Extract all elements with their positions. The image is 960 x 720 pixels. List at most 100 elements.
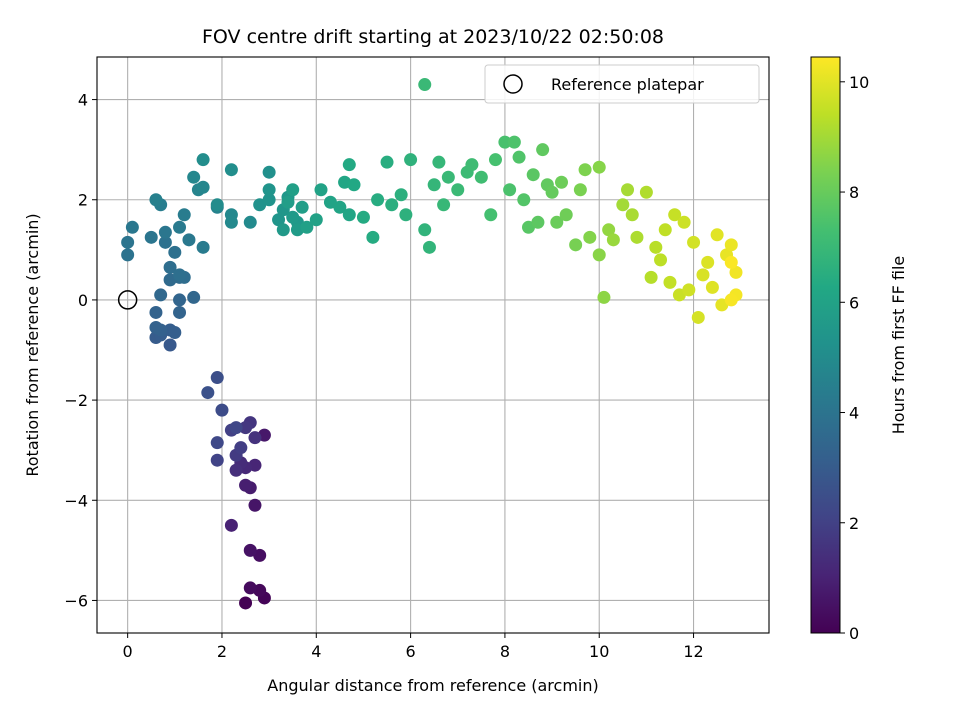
scatter-point (705, 280, 719, 294)
x-tick-label: 0 (123, 642, 133, 661)
scatter-point (545, 185, 559, 199)
y-tick-label: 2 (78, 191, 88, 210)
scatter-point (526, 168, 540, 182)
scatter-point (701, 255, 715, 269)
scatter-point (616, 198, 630, 212)
scatter-point (356, 210, 370, 224)
colorbar-tick-label: 4 (849, 404, 859, 423)
scatter-point (163, 338, 177, 352)
scatter-point (239, 478, 253, 492)
scatter-point (555, 175, 569, 189)
scatter-point (239, 596, 253, 610)
scatter-point (366, 230, 380, 244)
scatter-point (710, 228, 724, 242)
scatter-point (248, 431, 262, 445)
scatter-point (248, 498, 262, 512)
scatter-point (630, 230, 644, 244)
scatter-point (418, 78, 432, 92)
scatter-point (488, 153, 502, 167)
scatter-point (309, 213, 323, 227)
scatter-point (507, 135, 521, 149)
scatter-point (724, 293, 738, 307)
scatter-point (276, 223, 290, 237)
scatter-point (229, 463, 243, 477)
scatter-point (696, 268, 710, 282)
scatter-point (404, 153, 418, 167)
scatter-point (474, 170, 488, 184)
colorbar-ticks: 0 2 4 6 8 10 (840, 73, 869, 643)
scatter-point (196, 180, 210, 194)
scatter-point (144, 230, 158, 244)
scatter-point (422, 240, 436, 254)
scatter-point (234, 441, 248, 455)
scatter-point (465, 158, 479, 172)
scatter-point (550, 215, 564, 229)
scatter-point (597, 290, 611, 304)
scatter-point (347, 178, 361, 192)
scatter-point (559, 208, 573, 222)
scatter-point (229, 421, 243, 435)
scatter-point (149, 193, 163, 207)
scatter-point (210, 198, 224, 212)
scatter-point (187, 290, 201, 304)
y-tick-label: 0 (78, 291, 88, 310)
colorbar-label: Hours from first FF file (889, 256, 908, 435)
scatter-point (668, 208, 682, 222)
scatter-point (243, 543, 257, 557)
x-tick-label: 2 (217, 642, 227, 661)
colorbar-frame (810, 56, 841, 634)
scatter-point (385, 198, 399, 212)
scatter-point (621, 183, 635, 197)
scatter-point (677, 215, 691, 229)
y-axis-ticks: −6 −4 −2 0 2 4 (64, 91, 97, 610)
x-tick-label: 8 (500, 642, 510, 661)
y-tick-label: −6 (64, 591, 88, 610)
scatter-point (663, 275, 677, 289)
scatter-point (371, 193, 385, 207)
scatter-point (173, 220, 187, 234)
scatter-point (658, 223, 672, 237)
scatter-point (380, 155, 394, 169)
reference-marker (117, 290, 138, 310)
scatter-point (224, 163, 238, 177)
scatter-point (724, 255, 738, 269)
scatter-point (210, 453, 224, 467)
scatter-point (196, 240, 210, 254)
scatter-point (300, 220, 314, 234)
scatter-point (295, 200, 309, 214)
y-tick-label: −2 (64, 391, 88, 410)
scatter-point (224, 518, 238, 532)
scatter-point (573, 183, 587, 197)
scatter-point (286, 210, 300, 224)
scatter-point (639, 185, 653, 199)
colorbar-tick-label: 8 (849, 183, 859, 202)
scatter-point (649, 240, 663, 254)
scatter-point (158, 235, 172, 249)
scatter-point (342, 158, 356, 172)
scatter-point (210, 371, 224, 385)
scatter-point (691, 310, 705, 324)
y-tick-label: −4 (64, 491, 88, 510)
scatter-point (215, 403, 229, 417)
scatter-point (394, 188, 408, 202)
scatter-point (154, 288, 168, 302)
scatter-point (569, 238, 583, 252)
legend: Reference platepar (484, 64, 760, 104)
scatter-point (427, 178, 441, 192)
scatter-point (210, 436, 224, 450)
colorbar-tick-label: 0 (849, 624, 859, 643)
scatter-point (724, 238, 738, 252)
scatter-point (399, 208, 413, 222)
scatter-point (729, 265, 743, 279)
scatter-point (682, 283, 696, 297)
scatter-point (644, 270, 658, 284)
scatter-point (512, 150, 526, 164)
scatter-point (531, 215, 545, 229)
scatter-point (121, 248, 135, 262)
scatter-point (314, 183, 328, 197)
scatter-point (224, 215, 238, 229)
scatter-point (262, 193, 276, 207)
legend-label: Reference platepar (551, 75, 704, 94)
scatter-point (125, 220, 139, 234)
scatter-point (281, 195, 295, 209)
